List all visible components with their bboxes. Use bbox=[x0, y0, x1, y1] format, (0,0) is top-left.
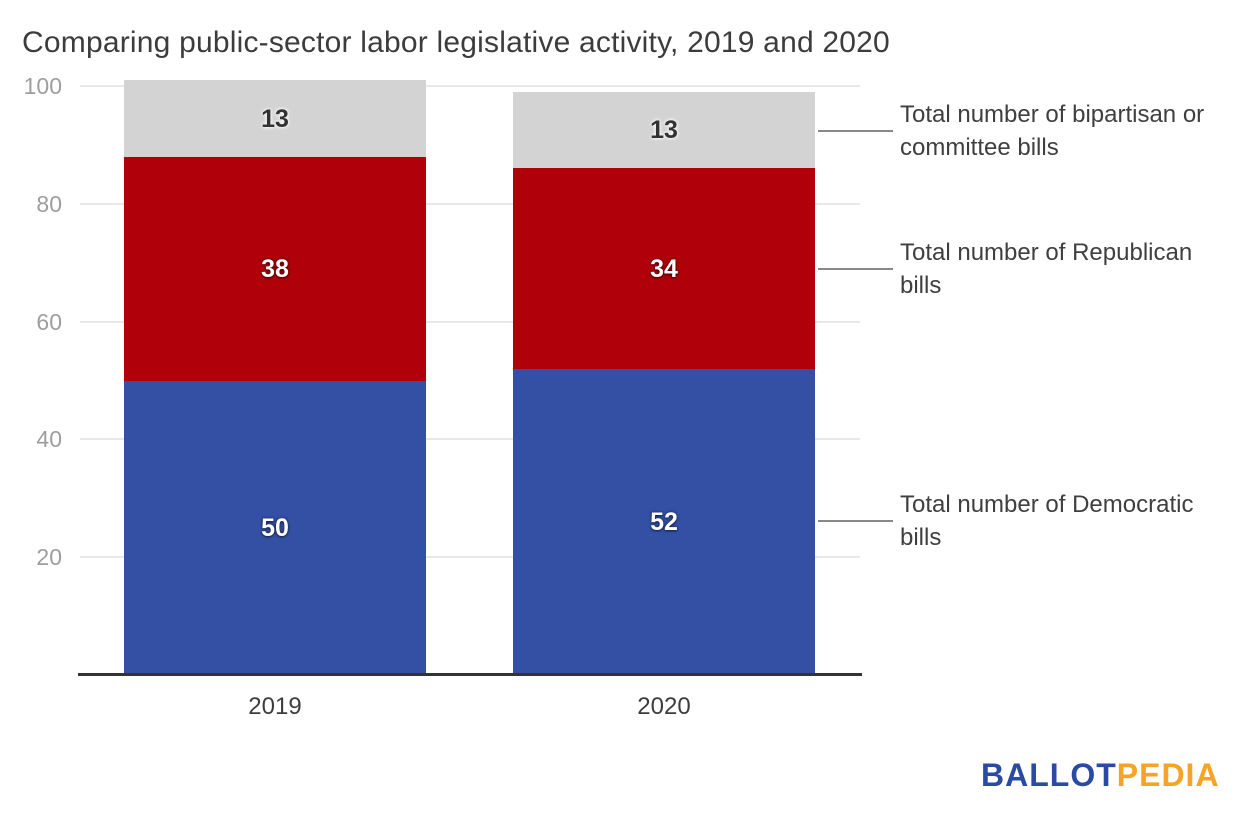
annotation-democratic: Total number of Democratic bills bbox=[900, 488, 1230, 554]
annotation-line-1: Total number of Democratic bbox=[900, 491, 1194, 518]
y-axis-tick-label: 80 bbox=[36, 191, 62, 217]
bar-segment-republican-2020 bbox=[513, 168, 815, 369]
annotation-republican: Total number of Republican bills bbox=[900, 236, 1230, 302]
logo-ballot-text: BALLOT bbox=[981, 757, 1117, 793]
gridline bbox=[80, 438, 860, 440]
gridline bbox=[80, 203, 860, 205]
annotation-line-2: bills bbox=[900, 524, 942, 551]
gridline bbox=[80, 321, 860, 323]
ballotpedia-logo: BALLOTPEDIA bbox=[981, 757, 1220, 794]
x-axis-category-label: 2019 bbox=[248, 693, 302, 720]
bar-segment-democratic-2019 bbox=[124, 381, 426, 675]
annotation-line-2: bills bbox=[900, 272, 942, 299]
y-axis-tick-label: 60 bbox=[36, 309, 62, 335]
bar-value-label: 38 bbox=[261, 255, 289, 283]
annotation-bipartisan-committee: Total number of bipartisan or committee … bbox=[900, 98, 1230, 164]
annotation-line-1: Total number of Republican bbox=[900, 239, 1193, 266]
gridline bbox=[80, 85, 860, 87]
bar-segment-democratic-2020 bbox=[513, 369, 815, 675]
logo-pedia-text: PEDIA bbox=[1116, 757, 1220, 793]
bar-value-label: 50 bbox=[261, 514, 289, 542]
annotation-connector-line bbox=[818, 130, 893, 132]
annotation-connector-line bbox=[818, 268, 893, 270]
y-axis-tick-label: 100 bbox=[23, 73, 62, 99]
annotation-line-1: Total number of bipartisan or bbox=[900, 101, 1205, 128]
y-axis-tick-label: 20 bbox=[36, 544, 62, 570]
annotation-line-2: committee bills bbox=[900, 134, 1059, 161]
x-axis-category-label: 2020 bbox=[637, 693, 691, 720]
y-axis-tick-label: 40 bbox=[36, 426, 62, 452]
gridline bbox=[80, 556, 860, 558]
bar-value-label: 13 bbox=[261, 105, 289, 133]
bar-segment-republican-2019 bbox=[124, 157, 426, 381]
bar-value-label: 13 bbox=[650, 116, 678, 144]
bar-segment-bipartisan-2020 bbox=[513, 92, 815, 168]
annotation-connector-line bbox=[818, 520, 893, 522]
bar-value-label: 52 bbox=[650, 508, 678, 536]
chart-title: Comparing public-sector labor legislativ… bbox=[22, 26, 890, 59]
x-axis-line bbox=[78, 673, 862, 676]
bar-segment-bipartisan-2019 bbox=[124, 80, 426, 157]
bar-value-label: 34 bbox=[650, 255, 678, 283]
